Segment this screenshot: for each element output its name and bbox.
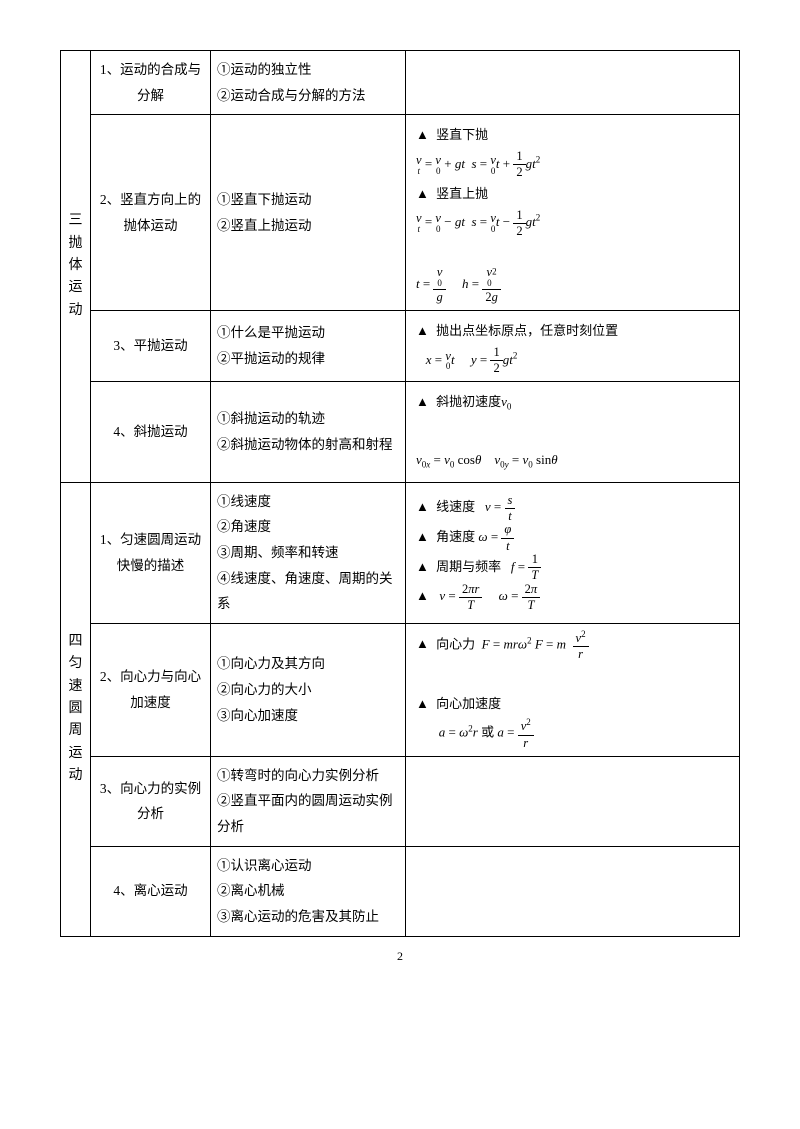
formula-1-2: ▲ 竖直下抛 vt = v0 + gt s = v0t + 12gt2 ▲ 竖直… [406, 115, 740, 311]
formula-2-4 [406, 846, 740, 936]
topic-2-3: 3、向心力的实例分析 [91, 756, 211, 846]
topic-1-3: 3、平抛运动 [91, 310, 211, 381]
topic-2-1: 1、匀速圆周运动快慢的描述 [91, 482, 211, 623]
section-label-2: 四匀速圆周运动 [61, 482, 91, 936]
points-1-2: ①竖直下抛运动②竖直上抛运动 [211, 115, 406, 311]
topic-1-2: 2、竖直方向上的抛体运动 [91, 115, 211, 311]
formula-2-2: ▲ 向心力 F = mrω2 F = m v2r ▲ 向心加速度 a = ω2r… [406, 623, 740, 756]
points-2-2: ①向心力及其方向②向心力的大小③向心加速度 [211, 623, 406, 756]
section-label-1: 三抛体运动 [61, 51, 91, 483]
formula-2-3 [406, 756, 740, 846]
topic-1-4: 4、斜抛运动 [91, 382, 211, 482]
formula-2-1: ▲ 线速度 v = st ▲ 角速度 ω = φt ▲ 周期与频率 f = 1T… [406, 482, 740, 623]
points-2-1: ①线速度②角速度③周期、频率和转速④线速度、角速度、周期的关系 [211, 482, 406, 623]
points-1-4: ①斜抛运动的轨迹②斜抛运动物体的射高和射程 [211, 382, 406, 482]
points-2-3: ①转弯时的向心力实例分析②竖直平面内的圆周运动实例分析 [211, 756, 406, 846]
page-number: 2 [60, 949, 740, 964]
points-2-4: ①认识离心运动②离心机械③离心运动的危害及其防止 [211, 846, 406, 936]
formula-1-3: ▲ 抛出点坐标原点，任意时刻位置 x = v0t y = 12gt2 [406, 310, 740, 381]
points-1-3: ①什么是平抛运动②平抛运动的规律 [211, 310, 406, 381]
topic-2-2: 2、向心力与向心加速度 [91, 623, 211, 756]
formula-1-4: ▲ 斜抛初速度v0 v0x = v0 cosθ v0y = v0 sinθ [406, 382, 740, 482]
points-1-1: ①运动的独立性②运动合成与分解的方法 [211, 51, 406, 115]
formula-1-1 [406, 51, 740, 115]
physics-table: 三抛体运动 1、运动的合成与分解 ①运动的独立性②运动合成与分解的方法 2、竖直… [60, 50, 740, 937]
topic-2-4: 4、离心运动 [91, 846, 211, 936]
topic-1-1: 1、运动的合成与分解 [91, 51, 211, 115]
